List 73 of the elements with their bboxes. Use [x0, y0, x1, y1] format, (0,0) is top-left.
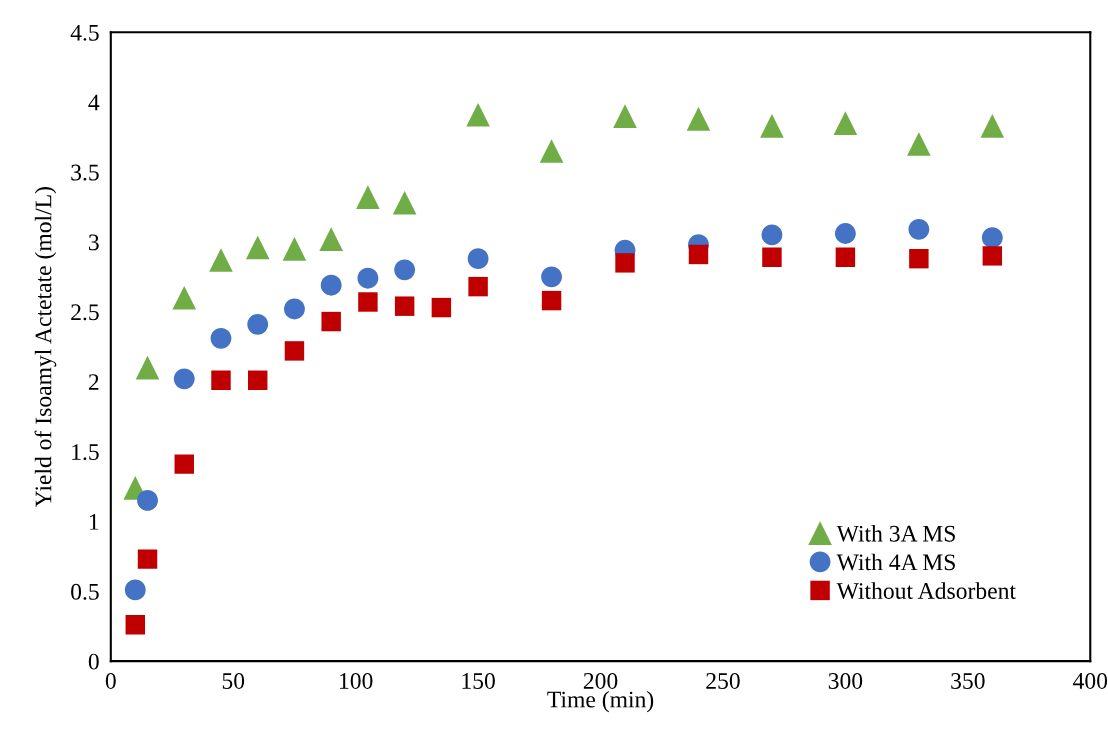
point	[357, 267, 379, 289]
point	[909, 248, 929, 269]
x-tick-label: 100	[340, 672, 373, 689]
point	[686, 107, 711, 131]
point	[833, 111, 858, 135]
legend-label: With 4A MS	[836, 553, 955, 571]
x-tick-label: 350	[951, 672, 985, 689]
y-tick-label: 1.5	[72, 444, 99, 461]
point	[392, 190, 417, 215]
point	[834, 223, 856, 244]
point	[981, 227, 1003, 249]
y-tick-label: 2.5	[71, 304, 99, 321]
point	[394, 296, 415, 316]
y-tick-label: 4.5	[70, 24, 99, 41]
x-tick-label: 0	[105, 672, 116, 689]
x-tick-label: 150	[462, 672, 495, 689]
point	[541, 266, 562, 288]
point	[135, 355, 160, 380]
y-tick-label: 0	[88, 653, 99, 670]
point	[321, 311, 341, 332]
point	[247, 313, 269, 335]
point	[358, 292, 378, 312]
point	[284, 341, 305, 361]
point	[613, 104, 637, 128]
point	[319, 227, 343, 251]
x-tick-label: 200	[583, 672, 618, 689]
x-tick-label: 250	[706, 672, 740, 689]
legend-label: Without Adsorbent	[836, 582, 1016, 600]
point	[431, 297, 452, 318]
point	[124, 579, 146, 601]
point	[908, 218, 930, 240]
point	[173, 368, 195, 390]
y-tick-label: 0.5	[71, 583, 99, 600]
y-tick-label: 2	[88, 374, 99, 390]
point	[468, 276, 488, 297]
point	[209, 248, 233, 272]
point	[174, 454, 194, 474]
point	[761, 224, 783, 246]
point	[284, 298, 305, 320]
point	[394, 259, 416, 281]
point	[762, 247, 782, 267]
point	[980, 114, 1005, 138]
legend-label: With 3A MS	[836, 525, 955, 542]
x-tick-label: 50	[222, 672, 245, 689]
point	[245, 235, 270, 260]
point	[466, 102, 490, 127]
point	[467, 248, 489, 270]
y-tick-label: 4	[88, 94, 100, 111]
point	[137, 490, 158, 511]
point	[615, 253, 635, 273]
x-tick-label: 400	[1073, 672, 1108, 689]
point	[125, 615, 146, 635]
point	[356, 185, 380, 209]
point	[282, 237, 307, 261]
point	[541, 290, 562, 311]
point	[211, 370, 231, 390]
point	[907, 132, 931, 156]
point	[835, 247, 856, 267]
x-tick-label: 300	[828, 672, 863, 689]
point	[210, 327, 232, 349]
point	[320, 274, 342, 296]
y-axis-title: Yield of Isoamyl Actetate (mol/L)	[34, 187, 57, 508]
y-tick-label: 3	[89, 234, 99, 251]
point	[539, 139, 564, 163]
point	[688, 244, 709, 265]
point	[248, 370, 268, 390]
point	[137, 549, 158, 569]
x-axis-title: Time (min)	[547, 690, 654, 713]
point	[760, 114, 784, 138]
y-tick-label: 1	[89, 514, 99, 530]
y-tick-label: 3.5	[71, 164, 99, 181]
point	[172, 285, 197, 310]
point	[982, 246, 1003, 266]
